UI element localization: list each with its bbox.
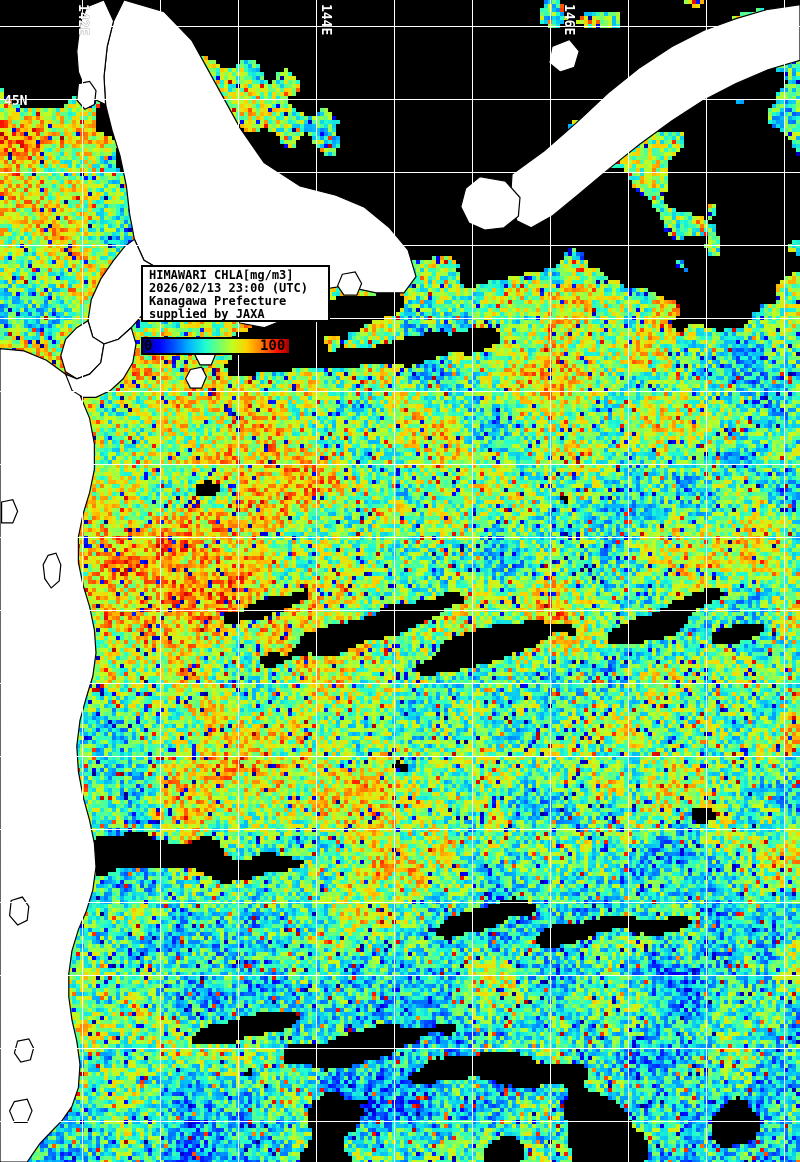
legend-timestamp: 2026/02/13 23:00 (UTC) <box>149 281 308 295</box>
longitude-label: 144E <box>318 4 333 36</box>
legend-region: Kanagawa Prefecture <box>149 294 287 308</box>
colorbar-min-label: 0 <box>144 338 153 354</box>
longitude-label: 146E <box>561 4 576 36</box>
legend-box: HIMAWARI CHLA[mg/m3] 2026/02/13 23:00 (U… <box>141 265 330 322</box>
longitude-label: 142E <box>75 4 90 36</box>
latitude-label: 45N <box>4 94 28 109</box>
legend-product-title: HIMAWARI CHLA[mg/m3] <box>149 268 294 282</box>
colorbar-gradient <box>143 339 289 353</box>
colorbar-max-label: 100 <box>260 338 286 354</box>
colorbar <box>141 337 291 355</box>
legend-attribution: supplied by JAXA <box>149 307 265 321</box>
